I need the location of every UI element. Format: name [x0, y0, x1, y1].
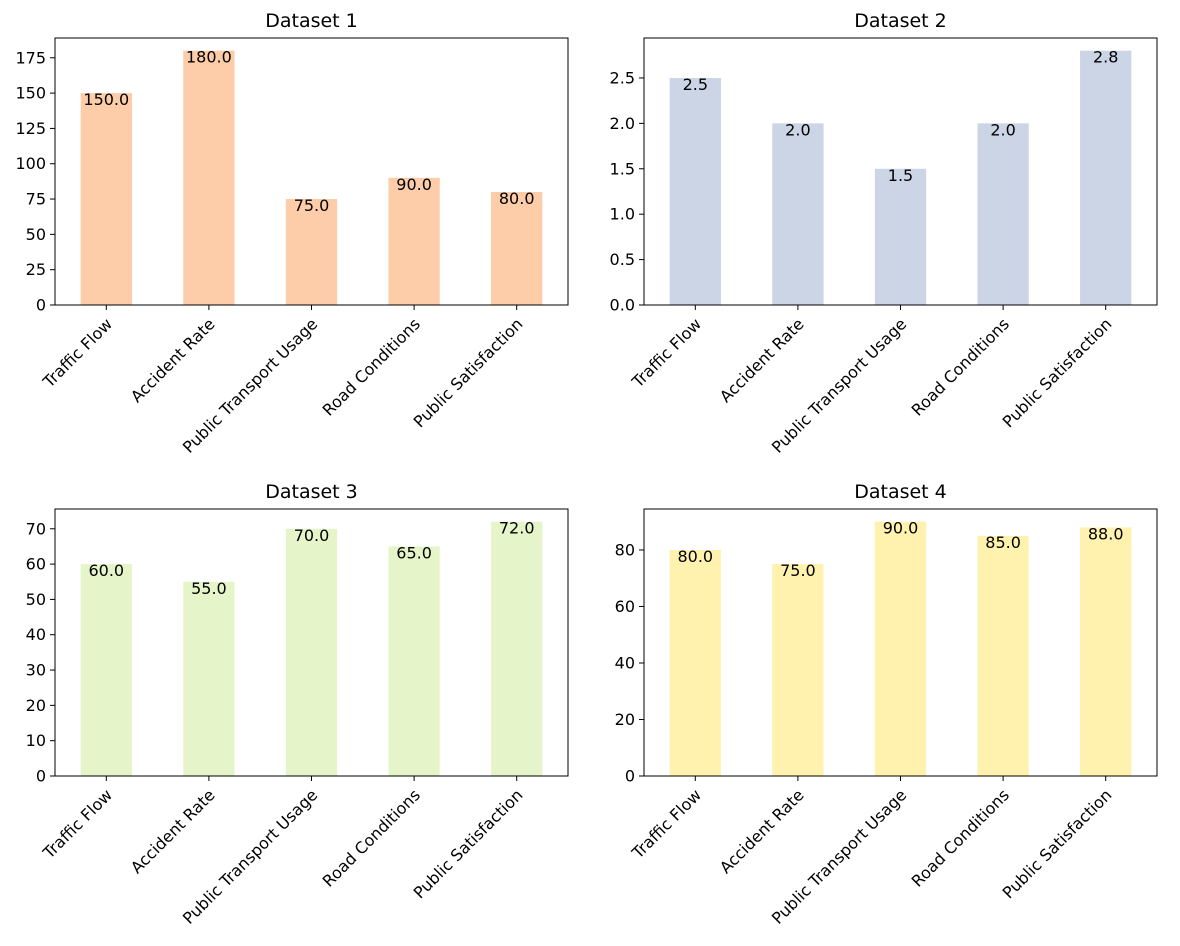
- data-label: 80.0: [499, 189, 535, 208]
- subplot-title: Dataset 3: [265, 481, 358, 503]
- x-tick-label: Road Conditions: [319, 314, 424, 419]
- data-label: 180.0: [186, 48, 232, 67]
- bar: [669, 549, 721, 776]
- y-tick-label: 40: [615, 653, 635, 672]
- data-label: 75.0: [294, 196, 330, 215]
- bar: [285, 199, 338, 305]
- y-tick-label: 100: [15, 154, 46, 173]
- x-tick-label: Public Satisfaction: [410, 785, 527, 902]
- subplot-title: Dataset 1: [265, 10, 358, 32]
- y-tick-label: 150: [15, 84, 46, 103]
- data-label: 2.8: [1093, 48, 1118, 67]
- bar: [977, 535, 1029, 776]
- data-label: 55.0: [191, 579, 227, 598]
- y-tick-label: 125: [15, 119, 46, 138]
- subplot-title: Dataset 2: [854, 10, 947, 32]
- y-tick-label: 2.0: [610, 114, 635, 133]
- data-label: 2.0: [785, 120, 810, 139]
- y-tick-label: 20: [26, 696, 46, 715]
- bar: [183, 581, 235, 776]
- subplot-4: Dataset 4 80.0 75.0 90.0 85.0 88.0 0 20 40 60 80 Tr…: [615, 481, 1158, 928]
- bar: [491, 521, 543, 776]
- bar: [285, 528, 338, 776]
- data-label: 90.0: [396, 175, 432, 194]
- data-label: 75.0: [780, 561, 816, 580]
- y-tick-label: 25: [26, 260, 46, 279]
- y-tick-label: 0.0: [610, 296, 635, 315]
- bar: [772, 564, 824, 776]
- data-label: 60.0: [88, 561, 124, 580]
- data-label: 88.0: [1088, 524, 1124, 543]
- data-label: 70.0: [294, 526, 330, 545]
- x-tick-label: Traffic Flow: [628, 785, 706, 863]
- x-tick-label: Public Satisfaction: [999, 314, 1116, 431]
- bar: [388, 177, 440, 305]
- y-tick-label: 70: [26, 519, 46, 538]
- bar: [669, 77, 721, 305]
- y-tick-label: 10: [26, 731, 46, 750]
- y-tick-label: 60: [26, 555, 46, 574]
- subplot-2: Dataset 2 2.5 2.0 1.5 2.0 2.8 0.0 0.5 1.0 1.5 2.0 2…: [610, 10, 1158, 457]
- data-label: 2.5: [683, 75, 708, 94]
- y-tick-label: 0: [36, 767, 46, 786]
- x-tick-label: Traffic Flow: [39, 785, 117, 863]
- bar: [1080, 50, 1132, 305]
- data-label: 85.0: [985, 533, 1021, 552]
- y-tick-label: 2.5: [610, 68, 635, 87]
- data-label: 90.0: [883, 519, 919, 538]
- bar: [1080, 527, 1132, 776]
- y-tick-label: 75: [26, 190, 46, 209]
- x-tick-label: Public Satisfaction: [999, 785, 1116, 902]
- bar: [80, 93, 132, 305]
- data-label: 2.0: [990, 120, 1015, 139]
- x-tick-label: Public Satisfaction: [410, 314, 527, 431]
- bar: [80, 564, 132, 776]
- data-label: 72.0: [499, 519, 535, 538]
- y-tick-label: 0: [36, 296, 46, 315]
- x-tick-label: Road Conditions: [908, 785, 1013, 890]
- y-tick-label: 1.5: [610, 159, 635, 178]
- y-tick-label: 0.5: [610, 250, 635, 269]
- data-label: 65.0: [396, 543, 432, 562]
- subplot-3: Dataset 3 60.0 55.0 70.0 65.0 72.0 0 10 20 30 40 50…: [26, 481, 569, 928]
- x-tick-label: Traffic Flow: [628, 314, 706, 392]
- bar: [874, 168, 927, 305]
- bar: [183, 50, 235, 305]
- bar: [772, 123, 824, 306]
- data-label: 150.0: [83, 90, 129, 109]
- data-label: 1.5: [888, 166, 913, 185]
- bar: [977, 123, 1029, 306]
- y-tick-label: 50: [26, 590, 46, 609]
- x-tick-label: Road Conditions: [908, 314, 1013, 419]
- x-tick-label: Accident Rate: [127, 785, 219, 877]
- x-tick-label: Accident Rate: [127, 314, 219, 406]
- x-tick-label: Accident Rate: [716, 314, 808, 406]
- bar: [388, 546, 440, 776]
- y-tick-label: 1.0: [610, 205, 635, 224]
- x-tick-label: Accident Rate: [716, 785, 808, 877]
- x-tick-label: Traffic Flow: [39, 314, 117, 392]
- y-tick-label: 80: [615, 540, 635, 559]
- bar: [491, 191, 543, 305]
- y-tick-label: 40: [26, 625, 46, 644]
- x-tick-label: Road Conditions: [319, 785, 424, 890]
- y-tick-label: 175: [15, 48, 46, 67]
- y-tick-label: 30: [26, 661, 46, 680]
- subplot-title: Dataset 4: [854, 481, 947, 503]
- y-tick-label: 50: [26, 225, 46, 244]
- y-tick-label: 60: [615, 597, 635, 616]
- data-label: 80.0: [677, 547, 713, 566]
- y-tick-label: 0: [625, 767, 635, 786]
- y-tick-label: 20: [615, 710, 635, 729]
- bar: [874, 521, 927, 776]
- subplot-1: Dataset 1 150.0 180.0 75.0 90.0 80.0 0 25 50 75 10…: [15, 10, 569, 457]
